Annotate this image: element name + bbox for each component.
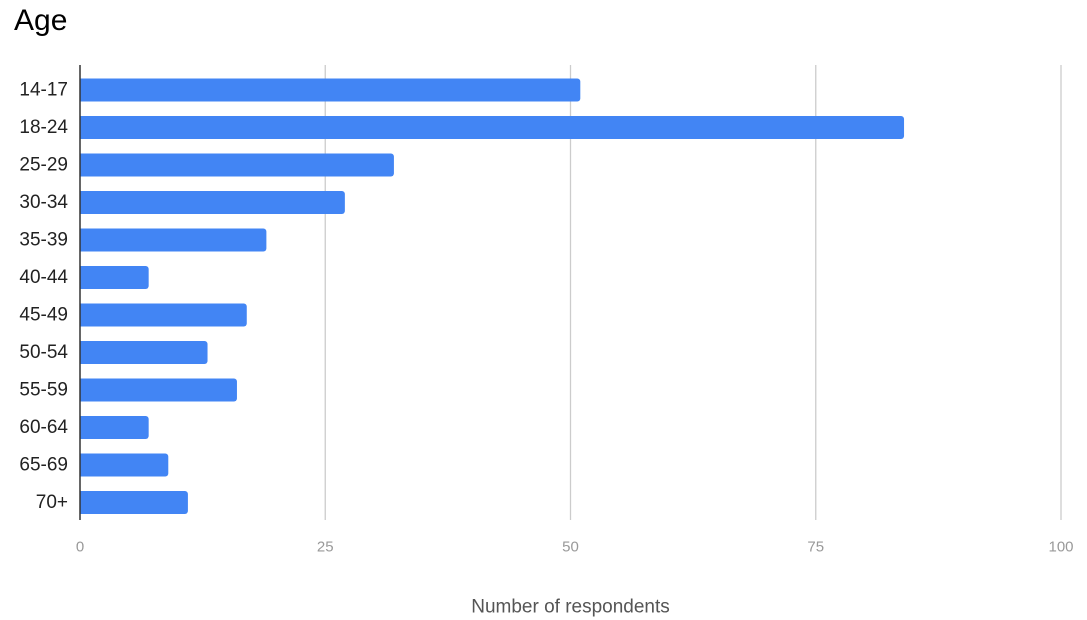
grid-lines — [324, 65, 1062, 520]
bar-base — [80, 378, 84, 402]
bar-base — [80, 153, 84, 177]
x-tick-label: 50 — [562, 539, 579, 556]
x-tick-labels: 0 25 50 75 100 — [76, 539, 1074, 556]
bar-base — [80, 191, 84, 214]
category-label: 65-69 — [19, 455, 68, 476]
bar-base — [80, 303, 84, 327]
bar — [80, 78, 581, 102]
category-label: 40-44 — [19, 267, 68, 288]
bar — [80, 453, 169, 477]
bar-base — [80, 453, 84, 477]
bar — [80, 491, 188, 514]
bar-base — [80, 491, 84, 514]
chart-title: Age — [14, 4, 68, 37]
category-label: 30-34 — [19, 192, 68, 213]
bar-base — [80, 228, 84, 252]
bar-base — [80, 266, 84, 289]
category-label: 60-64 — [19, 417, 68, 438]
category-label: 70+ — [36, 492, 68, 513]
bar — [80, 266, 149, 289]
bar-base — [80, 116, 84, 139]
category-label: 55-59 — [19, 380, 68, 401]
category-label: 45-49 — [19, 305, 68, 326]
x-tick-label: 75 — [807, 539, 824, 556]
bar-base — [80, 78, 84, 102]
x-tick-label: 0 — [76, 539, 84, 556]
bar — [80, 341, 208, 364]
bar — [80, 228, 267, 252]
category-label: 50-54 — [19, 342, 68, 363]
bars — [80, 78, 905, 514]
category-label: 14-17 — [19, 80, 68, 101]
category-label: 25-29 — [19, 155, 68, 176]
bar-base — [80, 341, 84, 364]
category-labels: 14-17 18-24 25-29 30-34 35-39 40-44 45-49 50-54… — [19, 80, 68, 514]
bar — [80, 416, 149, 439]
x-tick-label: 100 — [1048, 539, 1073, 556]
x-tick-label: 25 — [317, 539, 334, 556]
bar — [80, 116, 905, 139]
bar — [80, 191, 345, 214]
bar-base — [80, 416, 84, 439]
bar — [80, 303, 247, 327]
bar — [80, 153, 394, 177]
category-label: 18-24 — [19, 117, 68, 138]
x-axis-title: Number of respondents — [471, 597, 670, 618]
bar — [80, 378, 237, 402]
category-label: 35-39 — [19, 230, 68, 251]
